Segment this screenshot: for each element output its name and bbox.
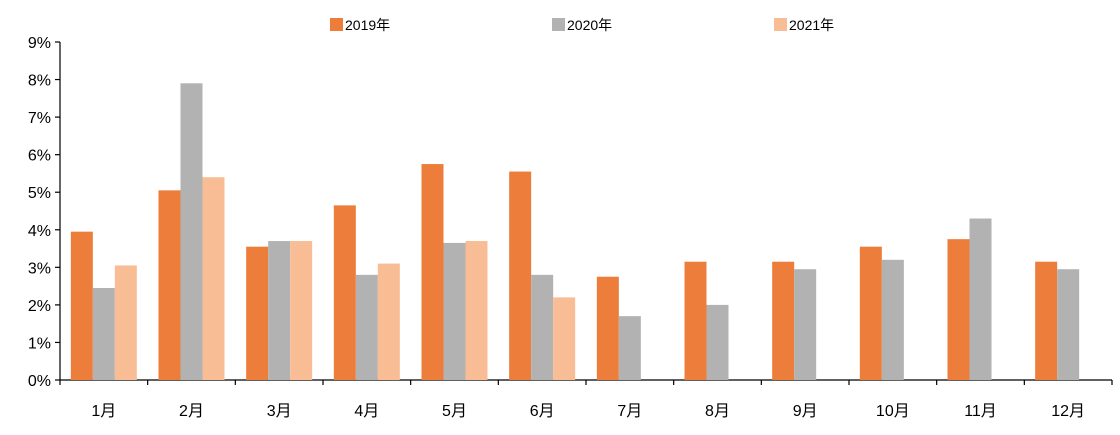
legend-label: 2020年: [567, 17, 612, 33]
x-category-label: 5月: [442, 403, 467, 420]
bar-2020年-9月: [794, 269, 817, 380]
legend-label: 2019年: [345, 17, 390, 33]
x-category-label: 10月: [876, 403, 910, 420]
bar-2019年-5月: [421, 164, 444, 380]
y-tick-label: 8%: [28, 73, 51, 90]
bar-2020年-6月: [531, 274, 554, 380]
x-category-label: 8月: [705, 403, 730, 420]
x-category-label: 12月: [1051, 403, 1085, 420]
y-tick-label: 9%: [28, 35, 51, 52]
bar-2021年-6月: [553, 297, 576, 380]
bar-2020年-3月: [268, 241, 291, 380]
legend-label: 2021年: [789, 17, 834, 33]
bar-2019年-10月: [859, 246, 882, 380]
y-tick-label: 4%: [28, 223, 51, 240]
bar-2020年-12月: [1057, 269, 1080, 380]
y-tick-label: 6%: [28, 148, 51, 165]
legend-swatch-2020年: [552, 18, 565, 31]
bar-2021年-3月: [290, 241, 313, 380]
bar-2020年-7月: [618, 316, 641, 380]
bar-2021年-5月: [465, 241, 488, 380]
bar-2019年-9月: [772, 261, 795, 380]
x-category-label: 9月: [793, 403, 818, 420]
y-tick-label: 2%: [28, 298, 51, 315]
bar-2019年-1月: [70, 231, 93, 380]
bar-2019年-12月: [1035, 261, 1058, 380]
y-tick-label: 7%: [28, 110, 51, 127]
legend: 2019年 2020年 2021年: [330, 17, 834, 33]
axes: [55, 41, 1113, 385]
x-category-label: 3月: [267, 403, 292, 420]
bar-2019年-7月: [596, 276, 619, 380]
bar-2020年-5月: [443, 242, 466, 380]
x-category-label: 4月: [354, 403, 379, 420]
bar-2020年-1月: [92, 287, 115, 380]
x-category-label: 1月: [91, 403, 116, 420]
axis-labels: 0% 1% 2% 3% 4% 5% 6% 7% 8% 9% 1月 2月 3月 4月 5月 6月 7月 8月 9月 10…: [28, 35, 1085, 420]
y-tick-label: 0%: [28, 373, 51, 390]
bar-2020年-4月: [355, 274, 378, 380]
bar-2019年-2月: [158, 190, 181, 380]
bar-2020年-2月: [180, 83, 203, 381]
bar-2019年-4月: [333, 205, 356, 380]
bar-2019年-8月: [684, 261, 707, 380]
x-category-label: 11月: [964, 403, 997, 420]
y-tick-label: 5%: [28, 185, 51, 202]
x-category-label: 7月: [617, 403, 642, 420]
legend-swatch-2021年: [774, 18, 787, 31]
bar-2020年-10月: [881, 259, 904, 380]
x-category-label: 2月: [179, 403, 204, 420]
bar-2019年-11月: [947, 239, 970, 380]
y-tick-label: 1%: [28, 335, 51, 352]
bar-2019年-3月: [246, 246, 269, 380]
bar-2021年-1月: [114, 265, 137, 380]
bars: [70, 83, 1080, 381]
bar-2021年-2月: [202, 177, 225, 380]
bar-2021年-4月: [377, 263, 400, 380]
legend-swatch-2019年: [330, 18, 343, 31]
bar-2019年-6月: [509, 171, 532, 380]
bar-2020年-8月: [706, 304, 729, 380]
y-tick-label: 3%: [28, 260, 51, 277]
bar-2020年-11月: [969, 218, 992, 380]
x-category-label: 6月: [530, 403, 555, 420]
